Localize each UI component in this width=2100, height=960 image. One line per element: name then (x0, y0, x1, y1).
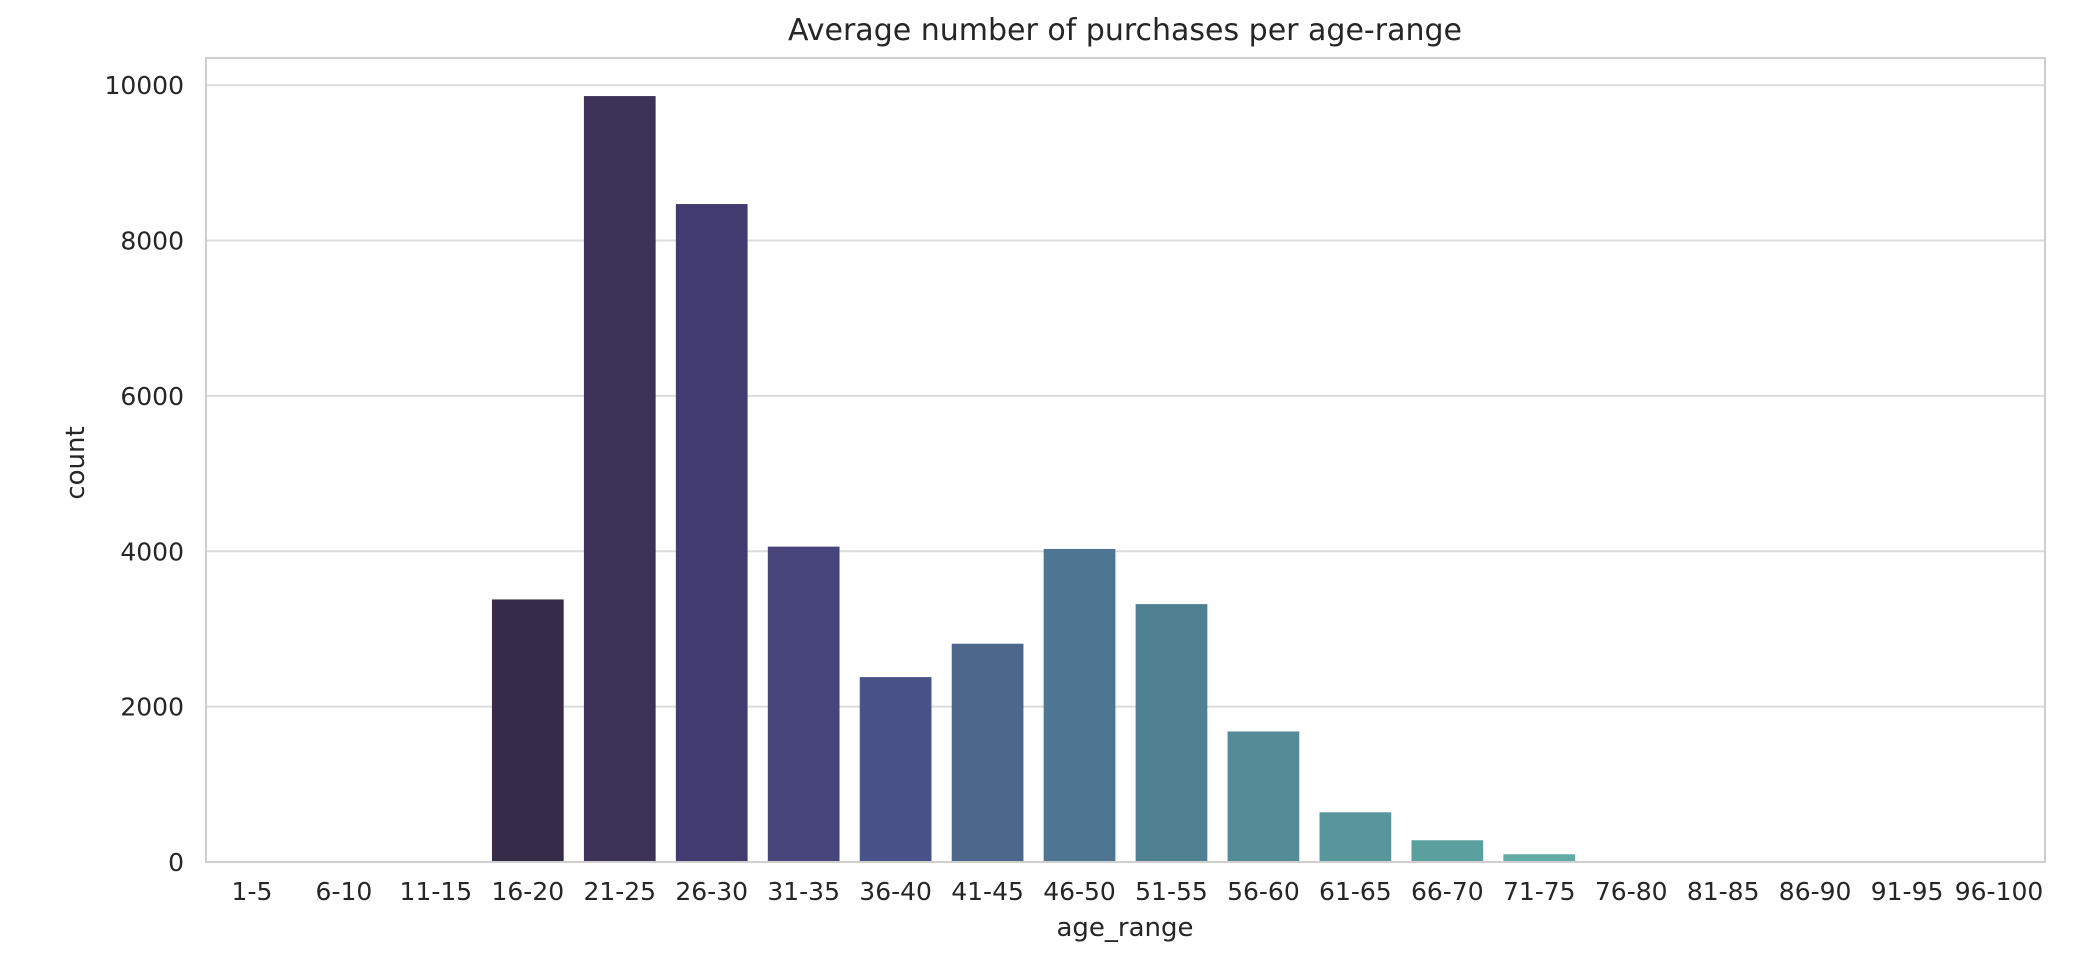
chart-title: Average number of purchases per age-rang… (788, 13, 1462, 48)
bar-31-35 (767, 546, 840, 862)
x-tick-label: 56-60 (1227, 877, 1300, 906)
bar-51-55 (1135, 604, 1208, 862)
bars (491, 96, 1576, 862)
x-axis-label: age_range (1056, 913, 1193, 943)
x-tick-label: 11-15 (400, 877, 473, 906)
x-tick-label: 96-100 (1955, 877, 2044, 906)
x-tick-label: 66-70 (1411, 877, 1484, 906)
bar-61-65 (1319, 812, 1392, 862)
x-tick-label: 51-55 (1135, 877, 1208, 906)
x-tick-label: 46-50 (1043, 877, 1116, 906)
bar-56-60 (1227, 731, 1300, 862)
x-axis-ticks: 1-5 6-10 11-15 16-20 21-25 26-30 31-35 36-40 41-… (232, 877, 2044, 906)
y-tick-label: 0 (168, 848, 184, 877)
bar-26-30 (675, 204, 748, 862)
x-tick-label: 91-95 (1871, 877, 1944, 906)
x-tick-label: 1-5 (232, 877, 273, 906)
plot-frame (205, 57, 2046, 863)
y-tick-label: 2000 (120, 693, 184, 722)
gridlines (206, 84, 2045, 863)
x-tick-label: 6-10 (316, 877, 373, 906)
x-tick-label: 71-75 (1503, 877, 1576, 906)
x-tick-label: 21-25 (583, 877, 656, 906)
x-tick-label: 36-40 (859, 877, 932, 906)
x-tick-label: 31-35 (767, 877, 840, 906)
y-tick-label: 4000 (120, 537, 184, 566)
x-tick-label: 86-90 (1779, 877, 1852, 906)
x-tick-label: 41-45 (951, 877, 1024, 906)
y-axis-ticks: 0 2000 4000 6000 8000 10000 (104, 71, 184, 877)
x-tick-label: 76-80 (1595, 877, 1668, 906)
bar-41-45 (951, 643, 1024, 862)
x-tick-label: 81-85 (1687, 877, 1760, 906)
x-tick-label: 61-65 (1319, 877, 1392, 906)
bar-71-75 (1503, 854, 1576, 862)
bar-46-50 (1043, 548, 1116, 862)
x-tick-label: 16-20 (491, 877, 564, 906)
bar-66-70 (1411, 840, 1484, 862)
y-tick-label: 10000 (104, 71, 184, 100)
bar-36-40 (859, 677, 932, 862)
y-axis-label: count (61, 426, 91, 499)
y-tick-label: 6000 (120, 382, 184, 411)
bar-21-25 (583, 96, 656, 862)
x-tick-label: 26-30 (675, 877, 748, 906)
y-tick-label: 8000 (120, 227, 184, 256)
bar-16-20 (491, 599, 564, 862)
